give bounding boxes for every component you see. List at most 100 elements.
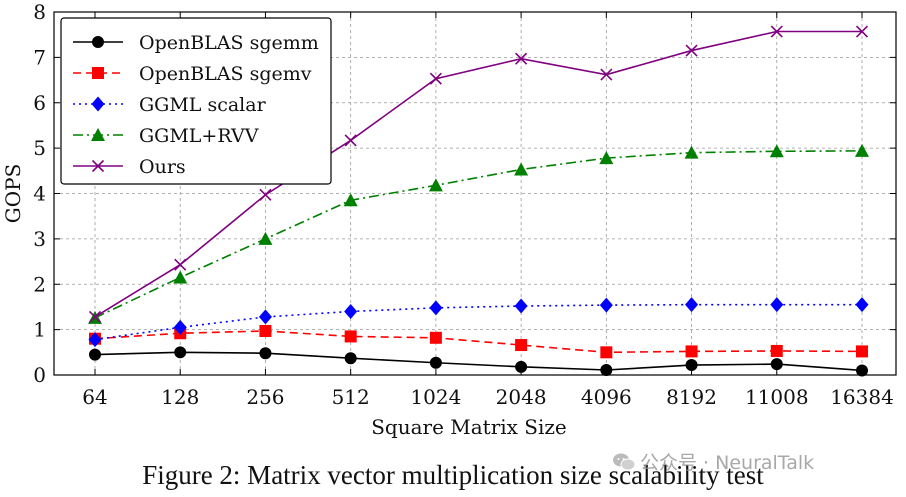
data-point (88, 310, 102, 323)
data-point (173, 270, 188, 284)
legend-item: OpenBLAS sgemv (73, 63, 312, 85)
x-tick-label: 512 (332, 385, 370, 409)
wechat-icon (613, 453, 636, 471)
legend-box (60, 17, 332, 185)
series-line (94, 30, 862, 318)
series-line (94, 330, 863, 354)
x-tick-label: 128 (161, 385, 199, 409)
watermark: 公众号 · NeuralTalk (612, 448, 814, 475)
data-point (89, 348, 101, 361)
data-point (599, 151, 614, 165)
legend-label: GGML+RVV (139, 125, 259, 147)
legend-item: GGML+RVV (73, 125, 259, 147)
y-tick-label: 6 (33, 91, 46, 115)
data-point (344, 303, 358, 319)
data-point (599, 297, 613, 313)
y-tick-label: 0 (33, 363, 46, 387)
data-point (685, 345, 698, 358)
x-tick-label: 4096 (581, 385, 632, 409)
data-point (174, 258, 187, 271)
data-point (856, 345, 868, 358)
legend-marker (92, 67, 104, 79)
data-point (259, 188, 272, 201)
series-ggml-rvv (88, 143, 869, 324)
watermark-text: 公众号 · NeuralTalk (640, 452, 815, 474)
legend-marker (91, 159, 105, 173)
data-point (770, 25, 783, 38)
x-tick-label: 256 (246, 385, 284, 409)
data-point (855, 25, 869, 38)
data-point (600, 68, 613, 81)
series-ours (88, 25, 869, 323)
series-line (94, 150, 863, 319)
x-tick-label: 16384 (830, 385, 894, 409)
x-tick-label: 2048 (496, 385, 547, 409)
data-point (429, 356, 442, 369)
data-point (259, 347, 272, 360)
y-tick-label: 4 (33, 182, 46, 206)
data-point (515, 339, 528, 352)
data-point (344, 134, 357, 147)
data-point (770, 344, 783, 357)
data-point (173, 319, 187, 335)
legend-label: OpenBLAS sgemm (139, 32, 319, 54)
data-point (259, 324, 272, 337)
legend-label: OpenBLAS sgemv (139, 63, 312, 85)
x-tick-label: 8192 (666, 385, 717, 409)
data-point (684, 145, 699, 159)
data-point (856, 364, 868, 377)
y-tick-label: 8 (33, 0, 46, 24)
series-line (94, 351, 863, 372)
data-point (770, 358, 783, 371)
data-point (685, 359, 698, 372)
data-point (515, 52, 528, 65)
y-tick-label: 7 (33, 45, 46, 69)
legend-marker (92, 36, 104, 48)
data-point (855, 143, 869, 157)
data-point (685, 297, 699, 313)
x-axis-label: Square Matrix Size (371, 415, 567, 439)
data-point (428, 178, 443, 192)
legend-item: OpenBLAS sgemm (73, 32, 319, 54)
x-tick-label: 11008 (745, 385, 809, 409)
data-point (514, 298, 528, 314)
data-point (344, 330, 357, 343)
legend-label: Ours (139, 156, 186, 178)
data-point (855, 297, 869, 313)
data-point (514, 162, 529, 176)
legend-item: Ours (73, 156, 186, 178)
legend-marker (91, 128, 105, 141)
data-point (600, 346, 613, 359)
data-point (515, 360, 528, 373)
y-tick-label: 1 (33, 318, 46, 342)
data-point (769, 144, 784, 158)
series-line (94, 303, 862, 341)
y-axis-label: GOPS (1, 164, 25, 224)
chart: 0 1 2 3 4 5 6 7 8 64 128 256 512 1024 2048 4096 8192 1100… (1, 0, 897, 439)
grid (54, 12, 896, 375)
y-tick-label: 3 (33, 227, 46, 251)
y-tick-label: 2 (33, 272, 46, 296)
data-point (258, 309, 272, 325)
data-point (174, 346, 187, 359)
legend-item: GGML scalar (73, 94, 267, 116)
data-point (429, 300, 443, 316)
data-point (258, 231, 273, 245)
data-point (429, 331, 442, 344)
data-point (770, 297, 784, 313)
data-point (88, 332, 102, 348)
figure-caption: Figure 2: Matrix vector multiplication s… (142, 460, 764, 490)
y-tick-label: 5 (33, 136, 46, 160)
data-point (429, 72, 442, 85)
data-point (685, 44, 698, 57)
legend: OpenBLAS sgemm OpenBLAS sgemv GGML scalar G… (60, 17, 332, 185)
data-point (343, 193, 358, 207)
data-point (344, 352, 357, 365)
legend-marker (91, 96, 105, 112)
series-openblas-sgemm (89, 346, 868, 377)
legend-label: GGML scalar (139, 94, 267, 116)
x-tick-label: 1024 (410, 385, 461, 409)
x-tick-label: 64 (82, 385, 107, 409)
series-ggml-scalar (88, 297, 869, 348)
data-point (600, 364, 613, 377)
